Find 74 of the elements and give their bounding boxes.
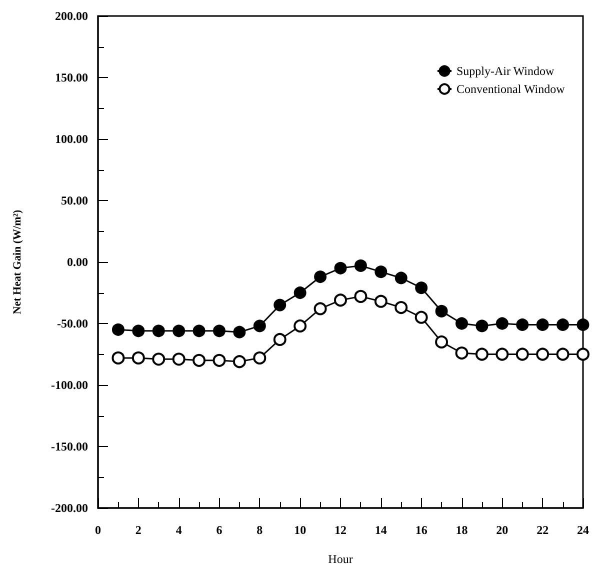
point xyxy=(455,346,468,360)
y-tick-label: -50.00 xyxy=(57,316,88,330)
point xyxy=(273,332,286,346)
x-tick-label: 20 xyxy=(496,523,508,537)
y-tick-label: -200.00 xyxy=(51,501,88,515)
point xyxy=(314,302,327,316)
point xyxy=(314,270,327,284)
point xyxy=(112,351,125,364)
point xyxy=(152,352,166,366)
point xyxy=(496,348,509,361)
point xyxy=(456,317,468,330)
point xyxy=(253,351,266,364)
point xyxy=(354,259,367,272)
x-tick-label: 22 xyxy=(536,523,549,537)
point xyxy=(112,323,124,336)
point xyxy=(374,266,388,278)
point xyxy=(253,320,266,332)
point xyxy=(394,272,408,284)
point xyxy=(172,324,186,338)
legend-label: Supply-Air Window xyxy=(456,64,554,78)
point xyxy=(374,294,388,308)
point xyxy=(192,324,206,338)
point xyxy=(414,310,428,324)
point xyxy=(536,348,550,361)
point xyxy=(172,352,186,366)
point xyxy=(475,348,488,361)
y-tick-label: -150.00 xyxy=(51,440,88,454)
point xyxy=(192,354,206,367)
point xyxy=(415,282,428,294)
y-tick-label: 0.00 xyxy=(67,255,88,269)
point xyxy=(536,318,549,331)
y-axis-title: Net Heat Gain (W/m²) xyxy=(12,209,24,314)
point xyxy=(232,355,246,368)
point xyxy=(496,317,508,330)
legend-label: Conventional Window xyxy=(456,82,566,96)
x-tick-label: 14 xyxy=(374,523,387,537)
point xyxy=(354,290,368,303)
y-tick-label: 150.00 xyxy=(55,70,88,84)
point xyxy=(334,294,347,307)
point xyxy=(516,318,529,331)
point xyxy=(576,348,590,361)
x-tick-label: 10 xyxy=(294,523,306,537)
y-tick-label: -100.00 xyxy=(51,378,88,392)
point xyxy=(576,318,590,331)
x-tick-label: 6 xyxy=(216,523,222,537)
point xyxy=(435,335,448,348)
x-tick-label: 4 xyxy=(176,523,182,537)
point xyxy=(212,354,226,367)
point xyxy=(152,324,165,338)
y-tick-label: 100.00 xyxy=(55,132,88,146)
x-tick-label: 2 xyxy=(135,523,142,537)
point xyxy=(213,324,226,338)
y-tick-label: 200.00 xyxy=(55,9,88,23)
x-axis-title: Hour xyxy=(328,552,353,566)
x-tick-label: 16 xyxy=(415,523,428,537)
y-tick-label: 50.00 xyxy=(61,194,88,208)
point xyxy=(394,301,408,314)
x-tick-label: 0 xyxy=(95,523,101,537)
point xyxy=(435,304,448,318)
point xyxy=(556,318,570,331)
point xyxy=(132,324,145,338)
point xyxy=(233,326,246,338)
point xyxy=(516,348,529,361)
x-tick-label: 18 xyxy=(456,523,468,537)
point xyxy=(334,262,347,274)
x-tick-label: 24 xyxy=(577,523,589,537)
point xyxy=(556,348,570,361)
point xyxy=(476,320,488,332)
point xyxy=(294,319,307,332)
point xyxy=(132,351,145,364)
point xyxy=(274,298,286,312)
point xyxy=(294,286,306,299)
x-tick-label: 12 xyxy=(334,523,346,537)
x-tick-label: 8 xyxy=(256,523,263,537)
